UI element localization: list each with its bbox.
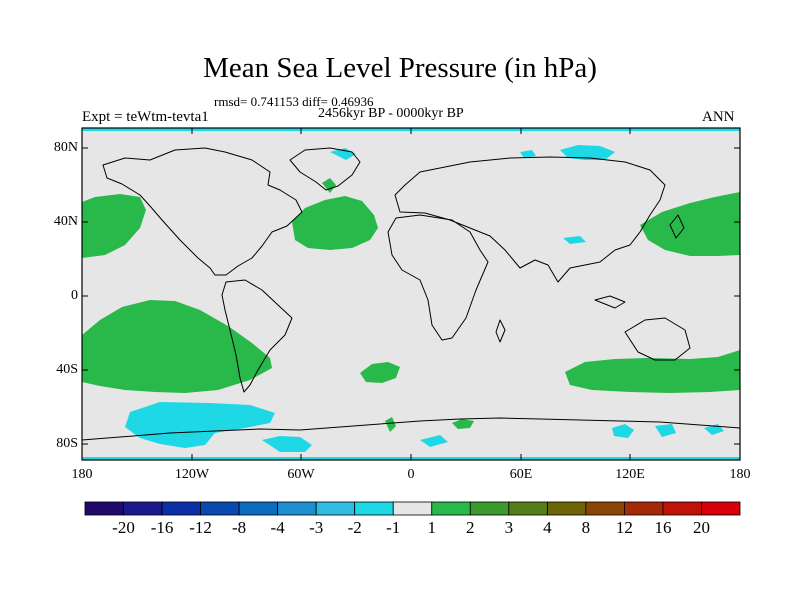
colorbar-swatch [431, 501, 471, 516]
colorbar-level-label: -20 [112, 518, 135, 537]
south-pacific-positive [82, 300, 272, 393]
colorbar-swatch [546, 501, 587, 516]
colorbar-level-label: -3 [309, 518, 324, 537]
north-pacific-east-positive [82, 194, 146, 258]
colorbar-level-label: 1 [427, 518, 437, 537]
greenland-positive [322, 178, 336, 193]
experiment-label: Expt = teWtm-tevta1 [82, 109, 209, 125]
colorbar-swatch [315, 501, 356, 516]
lon-label-120e: 120E [615, 467, 645, 482]
colorbar-swatch [123, 501, 163, 516]
stats-line: rmsd= 0.741153 diff= 0.46936 [214, 94, 374, 109]
colorbar-swatch [624, 501, 664, 516]
colorbar-level-label: 12 [615, 518, 633, 537]
colorbar-swatch [469, 501, 510, 516]
colorbar-swatch [585, 501, 625, 516]
colorbar-swatch [200, 501, 240, 516]
colorbar-swatch [392, 501, 433, 516]
antarctic-small-positive [452, 419, 474, 429]
antarctica-coast [81, 417, 741, 441]
lon-label-60w: 60W [287, 467, 315, 482]
eurasia-coast [394, 156, 666, 283]
lat-label-80s: 80S [56, 436, 78, 451]
lat-label-40s: 40S [56, 362, 78, 377]
indonesia-coast [594, 295, 626, 309]
lat-label-80n: 80N [53, 140, 78, 155]
madagascar-coast [495, 319, 506, 343]
antarctic-small-negative [420, 435, 448, 447]
coastlines [81, 147, 741, 441]
south-atlantic-positive [360, 362, 400, 383]
lat-label-0: 0 [71, 288, 78, 303]
colorbar-swatch [238, 501, 279, 516]
colorbar-level-label: -2 [347, 518, 362, 537]
positive-anomaly-regions [82, 178, 740, 432]
colorbar-swatch [161, 501, 201, 516]
colorbar-level-label: -8 [232, 518, 247, 537]
season-label: ANN [702, 109, 735, 125]
colorbar-swatch [701, 501, 741, 516]
colorbar-level-label: 8 [581, 518, 591, 537]
colorbar-swatch [277, 501, 317, 516]
arctic-small-negative [520, 150, 536, 158]
colorbar-level-label: 20 [692, 518, 710, 537]
north-atlantic-positive [292, 196, 378, 250]
south-indian-pacific-positive [565, 350, 740, 393]
southern-ocean-pacific-negative [125, 402, 275, 448]
colorbar-swatch [84, 501, 124, 516]
colorbar [84, 501, 741, 516]
south-america-coast [221, 279, 293, 393]
colorbar-level-label: -1 [386, 518, 401, 537]
north-pacific-west-positive [640, 192, 740, 256]
map-title: Mean Sea Level Pressure (in hPa) [203, 52, 597, 84]
japan-coast [669, 214, 685, 239]
greenland-coast [289, 147, 361, 191]
australia-coast [624, 317, 691, 361]
colorbar-level-label: 2 [466, 518, 475, 537]
period-label: 2456kyr BP - 0000kyr BP [318, 106, 464, 121]
colorbar-level-label: -4 [270, 518, 285, 537]
africa-coast [387, 214, 489, 341]
colorbar-swatch [354, 501, 394, 516]
north-america-coast [102, 147, 303, 276]
colorbar-level-label: -16 [150, 518, 174, 537]
colorbar-level-label: 4 [543, 518, 552, 537]
lat-label-40n: 40N [53, 214, 78, 229]
lon-label-180w: 180 [71, 467, 93, 482]
lon-label-180e: 180 [729, 467, 751, 482]
antarctic-small-negative [612, 424, 634, 438]
colorbar-swatch [508, 501, 548, 516]
weddell-negative [262, 436, 312, 452]
antarctic-small-positive [385, 417, 396, 432]
colorbar-level-label: 16 [654, 518, 672, 537]
lon-label-120w: 120W [174, 467, 210, 482]
colorbar-swatch [662, 501, 702, 516]
lon-label-60e: 60E [509, 467, 533, 482]
colorbar-level-label: 3 [504, 518, 514, 537]
siberia-arctic-negative [560, 145, 615, 160]
axis-ticks [81, 128, 741, 460]
lon-label-0: 0 [407, 467, 415, 482]
colorbar-level-label: -12 [189, 518, 212, 537]
antarctic-small-negative [655, 424, 676, 437]
asia-small-negative [563, 236, 586, 244]
arctic-small-negative [330, 148, 356, 160]
